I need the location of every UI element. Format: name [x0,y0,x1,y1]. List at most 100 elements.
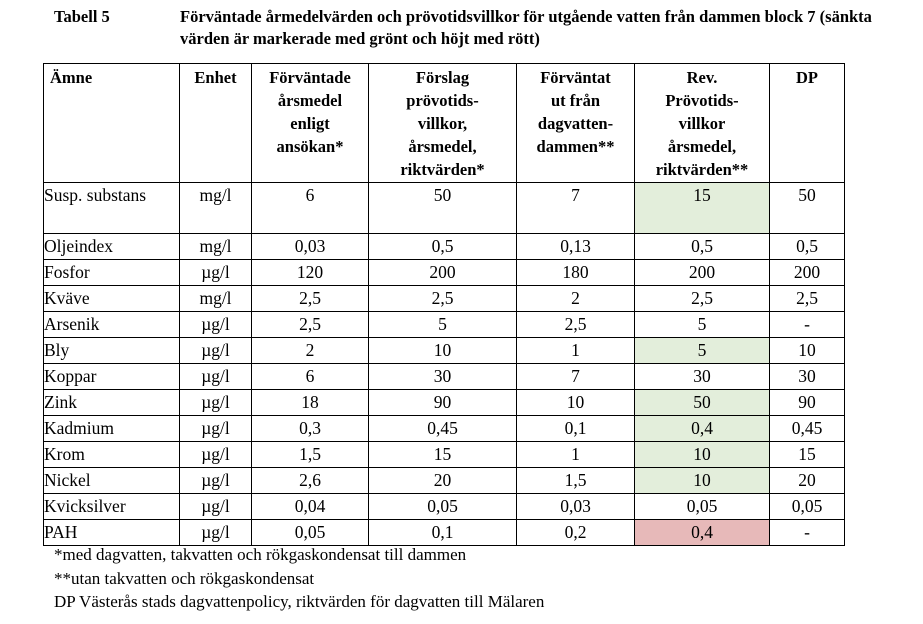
value-cell: 50 [769,182,845,234]
unit-cell: µg/l [179,259,252,286]
value-cell: 0,5 [634,233,770,260]
value-cell: 50 [634,389,770,416]
value-cell: 1,5 [251,441,369,468]
value-cell: 0,05 [769,493,845,520]
value-cell: 30 [368,363,517,390]
value-cell: 0,4 [634,519,770,546]
value-cell: 180 [516,259,635,286]
value-cell: 0,03 [251,233,369,260]
value-cell: 50 [368,182,517,234]
substance-cell: Kvicksilver [43,493,180,520]
value-cell: - [769,311,845,338]
value-cell: 0,5 [368,233,517,260]
value-cell: 200 [634,259,770,286]
water-quality-table: Ämne Enhet Förväntade årsmedel enligt ansökan… [43,63,845,546]
value-cell: 90 [368,389,517,416]
value-cell: 6 [251,182,369,234]
table-row: PAH µg/l 0,05 0,1 0,2 0,4- [43,519,845,546]
column-header-line: årsmedel, [408,137,477,156]
substance-cell: Arsenik [43,311,180,338]
value-cell: 2,5 [368,285,517,312]
value-cell: 7 [516,182,635,234]
column-header: Förväntat ut från dagvatten-dammen** [516,63,635,183]
value-cell: 10 [368,337,517,364]
unit-cell: µg/l [179,519,252,546]
value-cell: 15 [368,441,517,468]
caption-label: Tabell 5 [54,7,110,26]
column-header-line: årsmedel [277,91,343,110]
unit-cell: µg/l [179,415,252,442]
column-header-line: Förväntade [269,68,351,87]
unit-cell: µg/l [179,441,252,468]
substance-cell: Koppar [43,363,180,390]
value-cell: 10 [634,467,770,494]
column-header-line: DP [796,68,818,87]
value-cell: 0,45 [368,415,517,442]
table-row: Arsenik µg/l 2,5 5 2,5 5- [43,311,845,338]
value-cell: 20 [769,467,845,494]
value-cell: 200 [368,259,517,286]
column-header-line: prövotids- [406,91,479,110]
value-cell: 90 [769,389,845,416]
value-cell: 7 [516,363,635,390]
column-header-line: enligt [290,114,330,133]
substance-cell: Krom [43,441,180,468]
substance-cell: Bly [43,337,180,364]
column-header-line: villkor, [417,114,468,133]
value-cell: 0,1 [516,415,635,442]
value-cell: 0,5 [769,233,845,260]
table-row: Zink µg/l 18 90 10 50 90 [43,389,845,416]
footnotes: *med dagvatten, takvatten och rökgaskond… [54,543,544,614]
value-cell: 0,03 [516,493,635,520]
value-cell: 2,6 [251,467,369,494]
value-cell: 0,05 [251,519,369,546]
value-cell: 0,13 [516,233,635,260]
column-header-line: ut från [550,91,601,110]
table-row: Fosfor µg/l 120 200 180 200 200 [43,259,845,286]
value-cell: 2,5 [251,285,369,312]
table-row: Oljeindex mg/l 0,03 0,5 0,13 0,5 0,5 [43,233,845,260]
value-cell: 2 [251,337,369,364]
column-header-line: villkor [678,114,726,133]
value-cell: 30 [769,363,845,390]
unit-cell: mg/l [179,233,252,260]
unit-cell: µg/l [179,311,252,338]
value-cell: 5 [634,337,770,364]
unit-cell: µg/l [179,337,252,364]
value-cell: 1 [516,337,635,364]
value-cell: 20 [368,467,517,494]
value-cell: 18 [251,389,369,416]
footnote: *med dagvatten, takvatten och rökgaskond… [54,545,467,564]
value-cell: 0,05 [634,493,770,520]
table-row: Kvicksilver µg/l 0,04 0,05 0,03 0,05 0,05 [43,493,845,520]
value-cell: 0,1 [368,519,517,546]
column-header: Rev. Prövotids-villkor årsmedel, riktvärden… [634,63,770,183]
column-header-line: Förväntat [540,68,611,87]
substance-cell: PAH [43,519,180,546]
substance-cell: Oljeindex [43,233,180,260]
column-header-line: Ämne [50,68,93,87]
unit-cell: µg/l [179,363,252,390]
column-header-line: årsmedel, [667,137,737,156]
column-header-line: riktvärden** [655,160,749,179]
substance-cell: Kadmium [43,415,180,442]
column-header-line: Rev. [686,68,718,87]
value-cell: 0,4 [634,415,770,442]
value-cell: 15 [769,441,845,468]
unit-cell: µg/l [179,467,252,494]
value-cell: 0,3 [251,415,369,442]
value-cell: 1,5 [516,467,635,494]
column-header-line: Förslag [415,68,470,87]
unit-cell: µg/l [179,493,252,520]
column-header-line: ansökan* [276,137,344,156]
substance-cell: Kväve [43,285,180,312]
unit-cell: mg/l [179,182,252,234]
value-cell: 30 [634,363,770,390]
value-cell: 2,5 [769,285,845,312]
value-cell: 5 [368,311,517,338]
table-row: Susp. substans mg/l 6 50 7 15 50 [43,182,845,234]
value-cell: 0,45 [769,415,845,442]
column-header-line: Prövotids- [665,91,739,110]
table-row: Krom µg/l 1,5 15 1 10 15 [43,441,845,468]
value-cell: 120 [251,259,369,286]
